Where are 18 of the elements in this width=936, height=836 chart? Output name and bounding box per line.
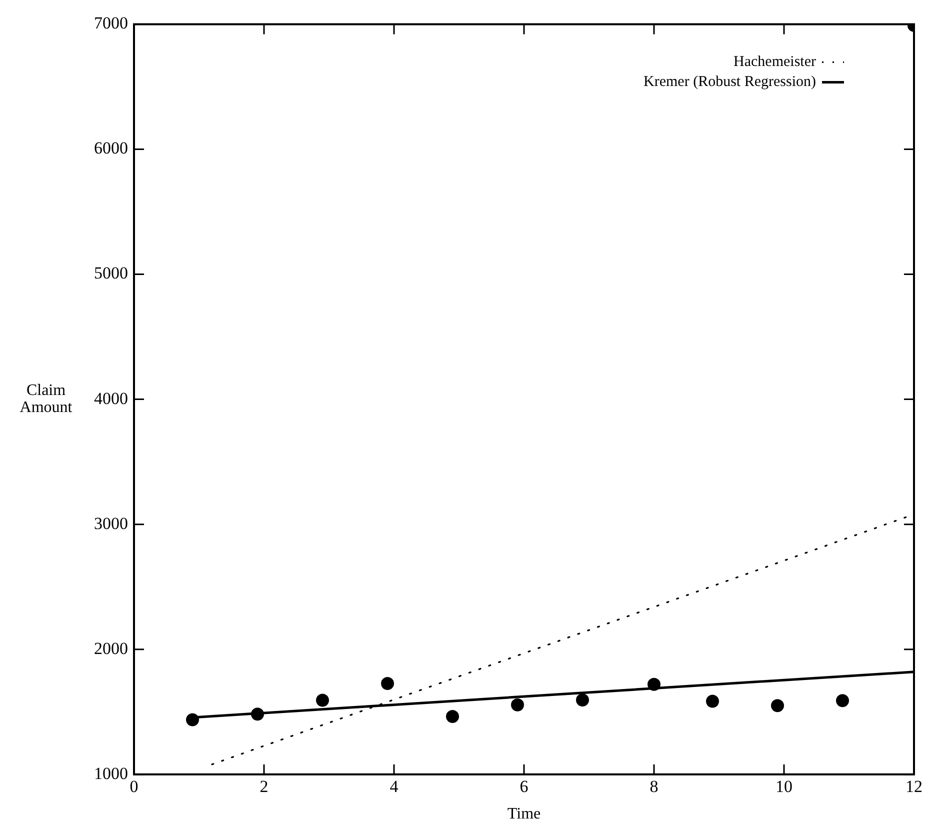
y-tick-label: 2000	[94, 638, 128, 658]
x-tick-label: 10	[776, 777, 792, 796]
y-tick-label: 6000	[94, 138, 128, 158]
x-tick-label: 6	[520, 777, 528, 796]
x-tick-label: 0	[130, 777, 138, 796]
legend-label: Kremer (Robust Regression)	[644, 74, 816, 90]
x-tick-label: 2	[260, 777, 268, 796]
y-tick-label: 1000	[94, 764, 128, 783]
y-tick-label: 3000	[94, 514, 128, 533]
x-axis-title: Time	[507, 806, 541, 823]
x-tick-label: 4	[390, 777, 399, 796]
x-tick-label: 12	[906, 777, 922, 796]
legend-label: Hachemeister	[734, 54, 816, 70]
y-tick-label: 5000	[94, 264, 128, 283]
y-axis-title: Claim Amount	[20, 382, 73, 416]
y-tick-label: 7000	[94, 14, 128, 33]
y-tick-label: 4000	[94, 388, 128, 408]
x-tick-label: 8	[650, 777, 658, 796]
